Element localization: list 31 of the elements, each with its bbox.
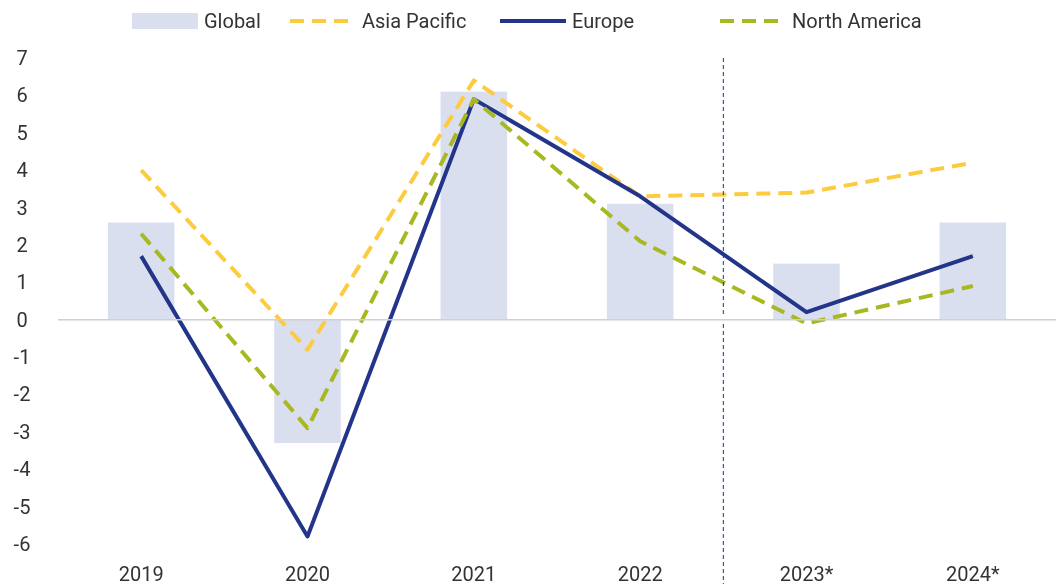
y-tick-label: 7 [16, 46, 28, 70]
y-tick-label: 3 [16, 195, 28, 220]
x-tick-label: 2024* [946, 562, 1001, 584]
legend-label: Europe [572, 9, 635, 33]
y-tick-label: -6 [13, 532, 31, 556]
bar [939, 222, 1007, 320]
bar [440, 91, 508, 320]
y-tick-label: -4 [13, 457, 31, 482]
y-tick-label: 6 [16, 83, 28, 108]
line-series [139, 97, 975, 539]
legend-label: Global [204, 9, 261, 33]
x-tick-label: 2023* [779, 562, 834, 584]
y-tick-label: -5 [13, 494, 31, 519]
legend-label: Asia Pacific [362, 9, 467, 33]
y-tick-label: -2 [13, 382, 31, 407]
bar [274, 319, 341, 444]
bar [606, 203, 674, 320]
y-tick-label: 5 [16, 120, 28, 145]
x-tick-label: 2021 [451, 562, 497, 584]
y-tick-label: 2 [16, 232, 28, 257]
x-tick-label: 2020 [285, 562, 330, 584]
x-tick-label: 2019 [118, 562, 164, 584]
x-tick-label: 2022 [617, 562, 663, 584]
y-tick-label: -3 [13, 419, 31, 444]
y-tick-label: -1 [13, 345, 31, 370]
bar [107, 222, 175, 320]
y-tick-label: 4 [16, 158, 28, 183]
y-tick-label: 1 [16, 270, 28, 295]
y-tick-label: 0 [16, 307, 28, 332]
line-series [139, 97, 975, 431]
legend-label: North America [792, 9, 922, 33]
